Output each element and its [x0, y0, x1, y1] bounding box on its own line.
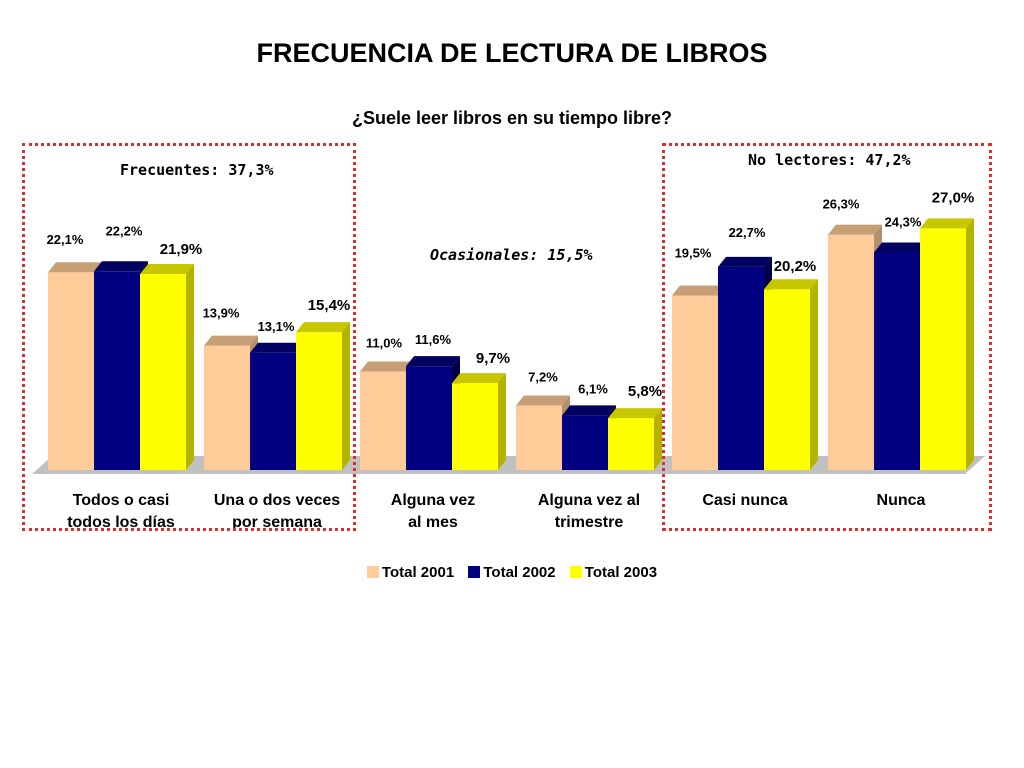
bar-front	[672, 295, 718, 470]
bar-top	[48, 262, 102, 273]
bar-front	[296, 332, 342, 470]
legend: Total 2001 Total 2002 Total 2003	[0, 564, 1024, 581]
bar-side	[186, 263, 194, 470]
legend-label-2003: Total 2003	[584, 564, 658, 581]
legend-swatch-2002	[468, 566, 481, 578]
data-label: 11,0%	[366, 336, 403, 351]
bar-front	[562, 415, 608, 470]
category-label: Una o dos veces	[214, 492, 340, 509]
category-label: todos los días	[67, 514, 175, 531]
bar-front	[718, 266, 764, 470]
bar-top	[920, 218, 974, 229]
frecuentes-label: Frecuentes: 37,3%	[120, 161, 274, 179]
bar-top	[250, 342, 304, 353]
bar-side	[342, 322, 350, 470]
bar-front	[608, 418, 654, 470]
bar-front	[250, 352, 296, 470]
bar-top	[204, 335, 258, 346]
data-label: 13,9%	[203, 306, 240, 321]
bar-front	[204, 345, 250, 470]
frecuentes-box	[22, 143, 356, 531]
ocasionales-label: Ocasionales: 15,5%	[430, 246, 593, 264]
bar-front	[406, 366, 452, 470]
bar-top	[296, 322, 350, 333]
no-lectores-box	[662, 143, 992, 531]
category-label: Todos o casi	[73, 492, 170, 509]
bar-top	[718, 256, 772, 267]
bar-side	[654, 408, 662, 470]
chart-subtitle: ¿Suele leer libros en su tiempo libre?	[351, 108, 673, 128]
data-label: 13,1%	[258, 319, 295, 334]
bar-front	[48, 272, 94, 470]
chart-title: FRECUENCIA DE LECTURA DE LIBROS	[256, 38, 768, 68]
bar-top	[94, 261, 148, 272]
data-label: 27,0%	[932, 189, 975, 206]
data-label: 9,7%	[476, 350, 510, 367]
data-label: 22,1%	[47, 232, 84, 247]
bar-top	[874, 242, 928, 253]
bar-top	[828, 224, 882, 235]
data-label: 21,9%	[160, 241, 203, 258]
bar-front	[452, 383, 498, 470]
bar-top	[452, 373, 506, 384]
legend-label-2001: Total 2001	[381, 564, 455, 581]
category-label: Alguna vez al	[538, 492, 640, 509]
legend-label-2002: Total 2002	[483, 564, 556, 581]
legend-item-2001: Total 2001	[366, 564, 455, 581]
data-label: 26,3%	[823, 197, 860, 212]
data-label: 19,5%	[675, 245, 712, 260]
no-lectores-label: No lectores: 47,2%	[748, 151, 911, 169]
data-label: 5,8%	[628, 383, 662, 400]
bar-top	[562, 405, 616, 416]
bar-top	[672, 285, 726, 296]
category-label: trimestre	[555, 514, 624, 531]
legend-item-2002: Total 2002	[468, 564, 556, 581]
bar-front	[920, 228, 966, 470]
legend-item-2003: Total 2003	[569, 564, 658, 581]
category-label: Casi nunca	[702, 492, 787, 509]
data-label: 22,2%	[106, 223, 143, 238]
data-label: 7,2%	[528, 370, 558, 385]
data-label: 24,3%	[885, 215, 922, 230]
bar-side	[966, 218, 974, 470]
category-label: Nunca	[877, 492, 926, 509]
category-label: Alguna vez	[391, 492, 475, 509]
bar-front	[828, 234, 874, 470]
category-label: al mes	[408, 514, 458, 531]
data-label: 6,1%	[578, 381, 608, 396]
data-label: 20,2%	[774, 258, 817, 275]
bar-front	[140, 273, 186, 470]
category-label: por semana	[232, 514, 322, 531]
data-label: 11,6%	[415, 332, 452, 347]
data-label: 22,7%	[729, 225, 766, 240]
bar-top	[406, 356, 460, 367]
bar-top	[140, 263, 194, 274]
bar-top	[764, 279, 818, 290]
bar-side	[810, 279, 818, 470]
bar-front	[516, 405, 562, 470]
bar-front	[94, 271, 140, 470]
legend-swatch-2001	[366, 566, 379, 578]
bar-top	[360, 361, 414, 372]
bar-side	[498, 373, 506, 470]
bar-top	[516, 395, 570, 406]
bar-front	[874, 252, 920, 470]
bar-front	[360, 371, 406, 470]
data-label: 15,4%	[308, 297, 351, 314]
bar-top	[608, 408, 662, 419]
legend-swatch-2003	[569, 566, 582, 578]
bar-front	[764, 289, 810, 470]
